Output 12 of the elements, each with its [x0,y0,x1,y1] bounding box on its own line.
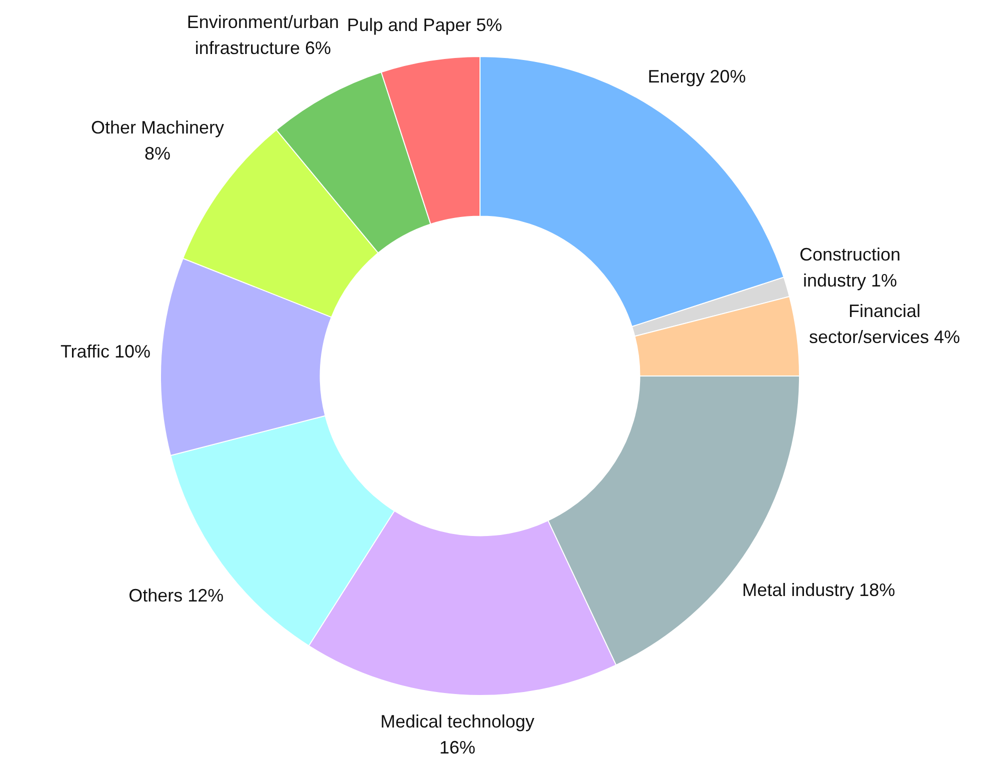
slice-label: Construction industry 1% [799,244,901,290]
slice-label: Metal industry 18% [742,580,896,600]
slice-label: Other Machinery [90,118,224,138]
slice-label: Others 12% [128,586,224,606]
slice-label: Energy 20% [648,66,746,87]
slice-label: Traffic 10% [60,341,151,362]
data-label: 16% [439,738,476,758]
slice-label: Pulp and Paper 5% [346,14,502,35]
slice-label: Financial sector/services 4% [808,300,960,347]
data-label: 8% [144,144,171,164]
slice-label: Medical technology [380,712,534,732]
slice-label: Environment/urban infrastructure 6% [186,12,339,58]
